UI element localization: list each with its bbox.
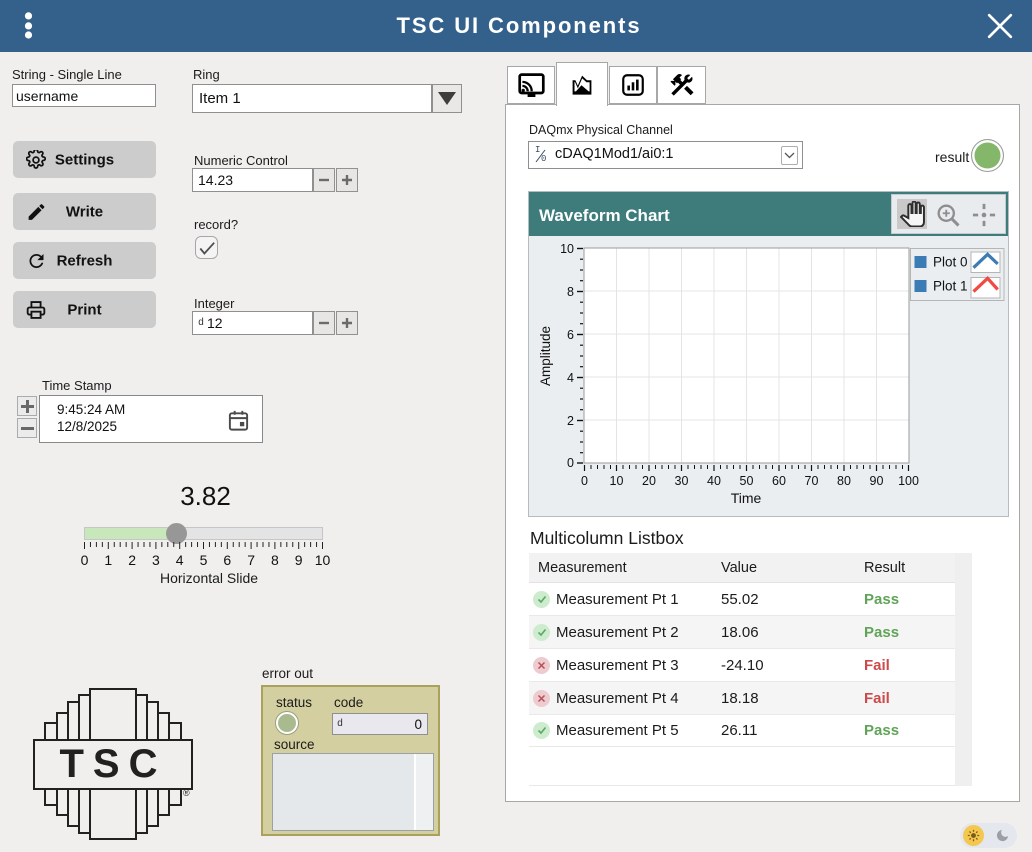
svg-text:1: 1 [104, 552, 112, 568]
svg-text:®: ® [183, 788, 190, 798]
svg-text:60: 60 [772, 474, 786, 488]
svg-text:7: 7 [247, 552, 255, 568]
svg-text:6: 6 [567, 328, 574, 342]
svg-text:Amplitude: Amplitude [538, 326, 553, 386]
svg-text:3: 3 [152, 552, 160, 568]
svg-text:Plot 0: Plot 0 [933, 255, 968, 270]
svg-text:30: 30 [675, 474, 689, 488]
svg-text:10: 10 [560, 242, 574, 256]
svg-text:90: 90 [870, 474, 884, 488]
svg-text:20: 20 [642, 474, 656, 488]
svg-text:8: 8 [271, 552, 279, 568]
svg-text:10: 10 [315, 552, 331, 568]
svg-text:80: 80 [837, 474, 851, 488]
svg-text:50: 50 [740, 474, 754, 488]
svg-text:Time: Time [731, 490, 762, 506]
svg-text:40: 40 [707, 474, 721, 488]
svg-text:Plot 1: Plot 1 [933, 279, 968, 294]
svg-text:10: 10 [610, 474, 624, 488]
svg-text:0: 0 [567, 456, 574, 470]
svg-text:0: 0 [581, 474, 588, 488]
svg-text:0: 0 [81, 552, 89, 568]
svg-text:6: 6 [223, 552, 231, 568]
svg-text:2: 2 [567, 414, 574, 428]
svg-text:8: 8 [567, 285, 574, 299]
svg-text:TSC: TSC [60, 742, 167, 786]
svg-text:2: 2 [128, 552, 136, 568]
svg-text:4: 4 [567, 371, 574, 385]
svg-text:5: 5 [200, 552, 208, 568]
svg-text:4: 4 [176, 552, 184, 568]
svg-text:9: 9 [295, 552, 303, 568]
svg-text:100: 100 [898, 474, 919, 488]
svg-text:70: 70 [805, 474, 819, 488]
